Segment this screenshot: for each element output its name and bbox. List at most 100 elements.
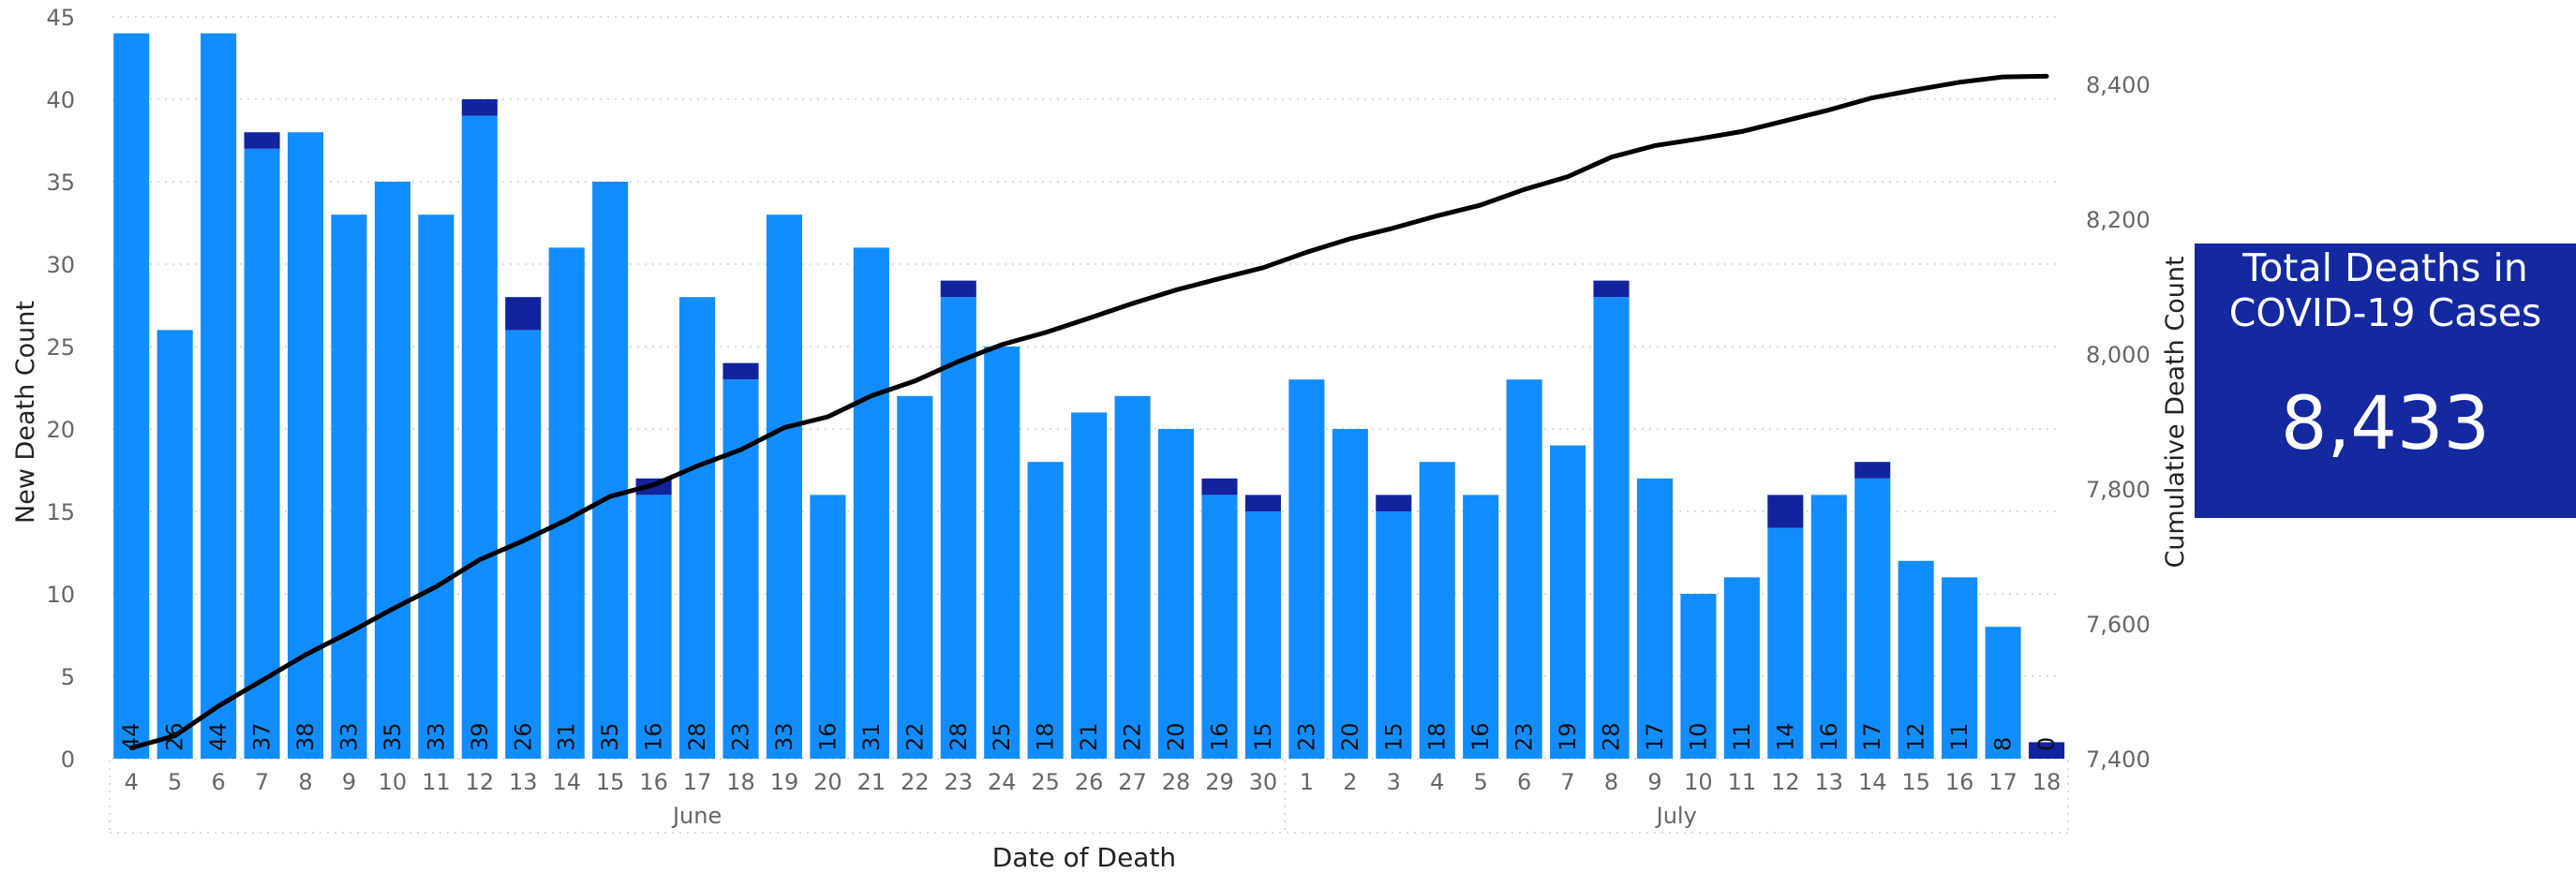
y2-tick-label-5: 8,400 [2086, 72, 2151, 98]
x-tick-label-44: 18 [2033, 769, 2062, 795]
y-axis-left: 0 5 10 15 20 25 30 35 40 45 [46, 5, 75, 773]
bar-33 [1550, 445, 1586, 759]
bar-29 [1376, 511, 1412, 759]
x-tick-label-34: 8 [1604, 769, 1618, 795]
x-tick-label-2: 6 [211, 769, 225, 795]
bar-27 [1288, 379, 1325, 759]
data-label-40: 17 [1859, 722, 1885, 751]
bar-37 [1723, 577, 1760, 759]
x-tick-label-5: 9 [342, 769, 356, 795]
x-tick-label-37: 11 [1728, 769, 1757, 795]
x-tick-label-6: 10 [379, 769, 408, 795]
kpi-title: Total Deaths in COVID-19 Cases [2195, 245, 2576, 335]
chart: 44 26 44 37 38 33 35 33 39 26 31 35 16 28 23 33 16 31 22 28… [11, 5, 2190, 872]
bar-5 [331, 214, 367, 759]
x-tick-label-1: 5 [168, 769, 182, 795]
x-axis-title: Date of Death [992, 842, 1176, 872]
data-label-5: 33 [335, 722, 362, 751]
data-label-41: 12 [1903, 722, 1929, 751]
data-label-27: 23 [1293, 722, 1319, 751]
data-label-0: 44 [118, 722, 144, 751]
data-label-16: 16 [814, 722, 841, 751]
x-axis: 4 5 6 7 8 9 10 11 12 13 14 15 16 17 18 19 20 21 22 23 24 25 26… [109, 761, 2069, 834]
x-tick-label-24: 28 [1162, 769, 1191, 795]
bar-19 [940, 297, 976, 759]
data-label-19: 28 [946, 722, 972, 751]
x-tick-label-33: 7 [1560, 769, 1574, 795]
y-tick-label-1: 5 [61, 664, 75, 690]
data-label-26: 15 [1250, 722, 1276, 751]
y2-tick-label-2: 7,800 [2086, 477, 2151, 503]
y-tick-label-5: 25 [46, 334, 75, 361]
bar-36 [1680, 594, 1717, 759]
bar-7 [418, 214, 454, 759]
x-tick-label-4: 8 [298, 769, 312, 795]
data-label-36: 10 [1685, 722, 1711, 751]
data-label-31: 16 [1467, 722, 1494, 751]
x-tick-label-9: 13 [509, 769, 538, 795]
bars [113, 33, 2065, 760]
bar-41 [1898, 560, 1934, 759]
bar-10 [548, 247, 585, 759]
data-label-10: 31 [554, 722, 580, 751]
x-tick-label-20: 24 [988, 769, 1017, 795]
cumulative-line [128, 73, 2049, 750]
x-tick-label-30: 4 [1430, 769, 1444, 795]
y-tick-label-6: 30 [46, 252, 75, 278]
data-label-34: 28 [1599, 722, 1625, 751]
y2-tick-label-4: 8,200 [2086, 207, 2151, 233]
bar-1 [156, 330, 193, 759]
bar-8 [461, 115, 498, 760]
x-tick-label-23: 27 [1118, 769, 1147, 795]
data-label-28: 20 [1337, 722, 1363, 751]
x-tick-label-15: 19 [770, 769, 799, 795]
bar-38 [1767, 527, 1804, 759]
kpi-title-line-2: COVID-19 Cases [2228, 290, 2542, 335]
y-tick-label-8: 40 [46, 87, 75, 113]
bar-39 [1810, 495, 1847, 759]
x-tick-label-41: 15 [1901, 769, 1930, 795]
x-tick-label-11: 15 [596, 769, 625, 795]
bar-11 [592, 182, 629, 759]
y-tick-label-0: 0 [61, 746, 75, 773]
data-label-23: 22 [1120, 722, 1146, 751]
x-tick-label-26: 30 [1249, 769, 1278, 795]
bar-segment-38 [1767, 495, 1804, 528]
x-tick-label-40: 14 [1858, 769, 1887, 795]
bar-segment-34 [1593, 280, 1630, 298]
data-label-3: 37 [249, 722, 275, 751]
data-label-20: 25 [989, 722, 1015, 751]
bar-16 [810, 495, 846, 759]
x-tick-label-16: 20 [813, 769, 842, 795]
x-tick-label-39: 13 [1815, 769, 1844, 795]
x-tick-label-10: 14 [552, 769, 581, 795]
data-label-38: 14 [1772, 722, 1798, 751]
bar-43 [1985, 627, 2021, 759]
total-deaths-card: Total Deaths in COVID-19 Cases 8,433 [2195, 244, 2576, 518]
data-label-29: 15 [1380, 722, 1407, 751]
cumulative-line-layer [128, 73, 2049, 750]
bar-20 [984, 347, 1020, 759]
data-label-44: 0 [2033, 737, 2060, 751]
data-label-30: 18 [1424, 722, 1451, 751]
x-tick-label-3: 7 [255, 769, 269, 795]
bar-32 [1506, 379, 1542, 759]
data-label-22: 21 [1076, 722, 1102, 751]
data-label-9: 26 [510, 722, 536, 751]
x-tick-label-43: 17 [1988, 769, 2018, 795]
bar-12 [635, 495, 672, 759]
y-tick-label-4: 20 [46, 417, 75, 443]
data-label-24: 20 [1163, 722, 1189, 751]
x-tick-label-28: 2 [1343, 769, 1357, 795]
kpi-value: 8,433 [2280, 382, 2491, 466]
data-label-12: 16 [641, 722, 667, 751]
data-label-35: 17 [1642, 722, 1668, 751]
bar-30 [1419, 462, 1455, 759]
bar-35 [1636, 478, 1674, 759]
data-label-13: 28 [684, 722, 710, 751]
bar-40 [1854, 478, 1891, 759]
bar-segment-29 [1376, 495, 1412, 511]
bar-25 [1201, 495, 1238, 759]
data-label-11: 35 [597, 722, 623, 751]
data-label-25: 16 [1206, 722, 1232, 751]
